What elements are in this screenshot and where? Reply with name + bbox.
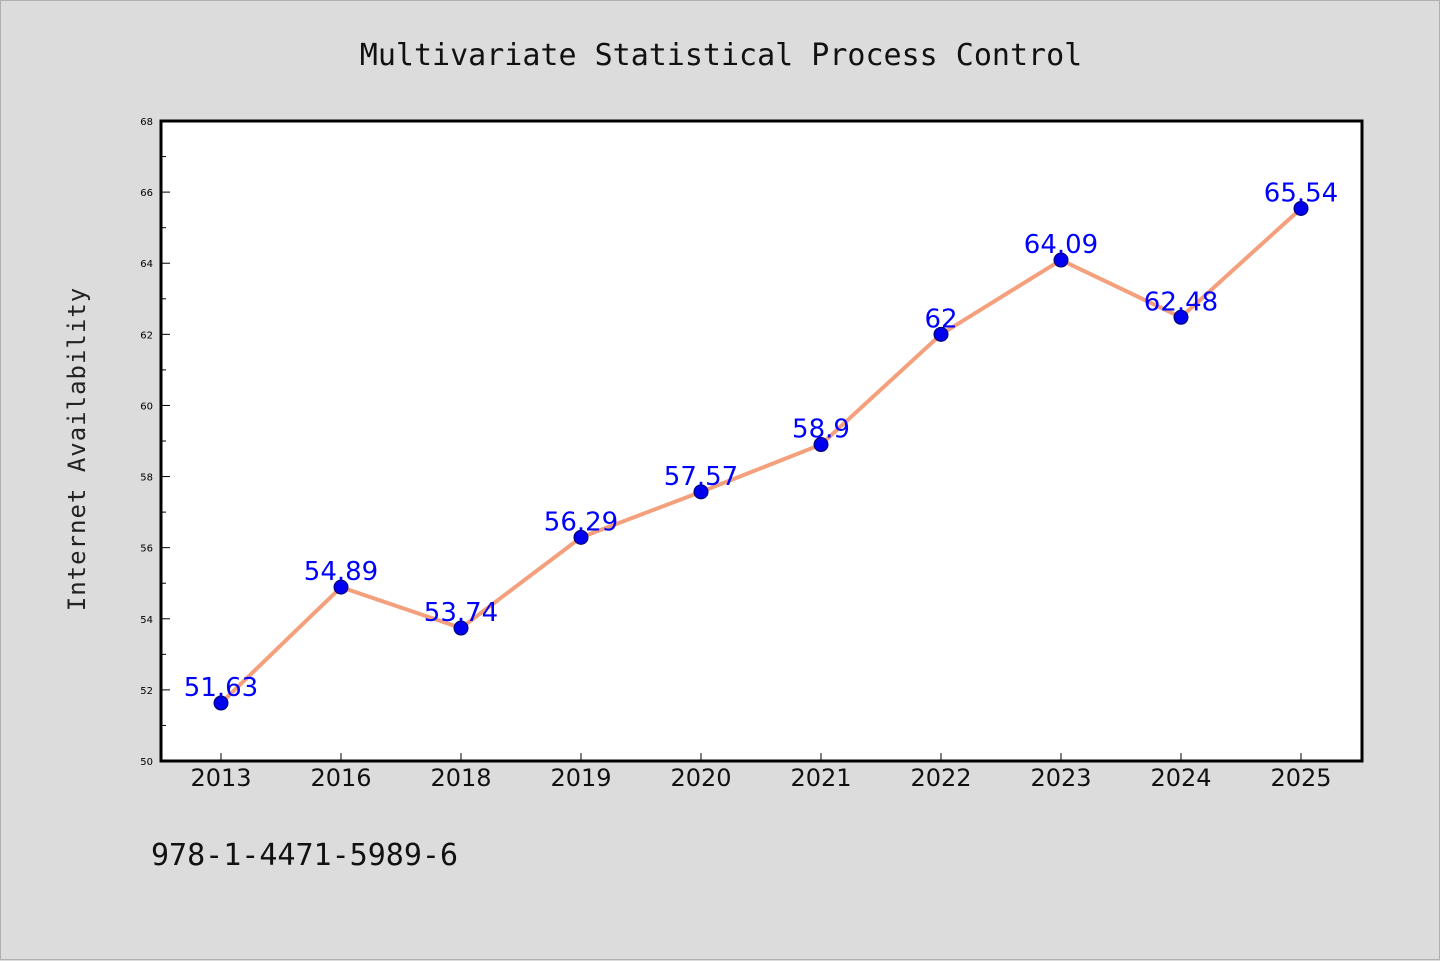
data-label: 54.89: [304, 557, 378, 587]
y-tick-label: 62: [140, 330, 153, 341]
series-line: [219, 206, 1303, 706]
y-tick-label: 56: [140, 544, 153, 555]
data-label: 58.9: [792, 415, 850, 445]
y-tick-label: 50: [140, 757, 153, 768]
x-tick-label: 2022: [910, 764, 971, 792]
data-point: [1053, 252, 1069, 268]
data-label: 51.63: [184, 673, 258, 703]
y-tick-label: 54: [140, 615, 153, 626]
y-axis-ticks: 50 52 54 56 58 60 62 64 66 68: [140, 117, 170, 768]
y-tick-label: 52: [140, 686, 153, 697]
x-tick-label: 2024: [1150, 764, 1211, 792]
footer-isbn: 978-1-4471-5989-6: [151, 838, 458, 873]
plot-area: [159, 119, 1364, 763]
data-label: 57.57: [664, 462, 738, 492]
x-tick-label: 2020: [670, 764, 731, 792]
data-series: [213, 200, 1309, 711]
x-tick-label: 2016: [310, 764, 371, 792]
y-axis-label: Internet Availability: [63, 287, 91, 611]
data-point: [1293, 200, 1309, 216]
data-label: 62: [924, 304, 957, 334]
data-label: 56.29: [544, 507, 618, 537]
chart-title: Multivariate Statistical Process Control: [360, 38, 1082, 73]
y-tick-label: 66: [140, 188, 153, 199]
data-point: [813, 437, 829, 453]
data-point: [333, 579, 349, 595]
data-label: 65.54: [1264, 178, 1338, 208]
x-tick-label: 2021: [790, 764, 851, 792]
x-axis-ticks: 2013 2016 2018 2019 2020 2021 2022 2023 2024 2025: [190, 753, 1332, 792]
y-tick-label: 68: [140, 117, 153, 128]
y-tick-label: 64: [140, 259, 153, 270]
data-point: [933, 326, 949, 342]
data-label: 53.74: [424, 598, 498, 628]
data-point: [1173, 309, 1189, 325]
x-tick-label: 2023: [1030, 764, 1091, 792]
x-tick-label: 2025: [1270, 764, 1331, 792]
data-point: [213, 695, 229, 711]
x-tick-label: 2013: [190, 764, 251, 792]
data-label: 64.09: [1024, 230, 1098, 260]
x-tick-label: 2018: [430, 764, 491, 792]
data-point: [573, 529, 589, 545]
y-tick-label: 58: [140, 473, 153, 484]
data-labels: 51.63 54.89 53.74 56.29 57.57 58.9 62 64.09 62.4…: [184, 178, 1338, 703]
data-label: 62.48: [1144, 287, 1218, 317]
x-tick-label: 2019: [550, 764, 611, 792]
data-point: [693, 484, 709, 500]
data-point: [453, 620, 469, 636]
y-tick-label: 60: [140, 401, 153, 412]
